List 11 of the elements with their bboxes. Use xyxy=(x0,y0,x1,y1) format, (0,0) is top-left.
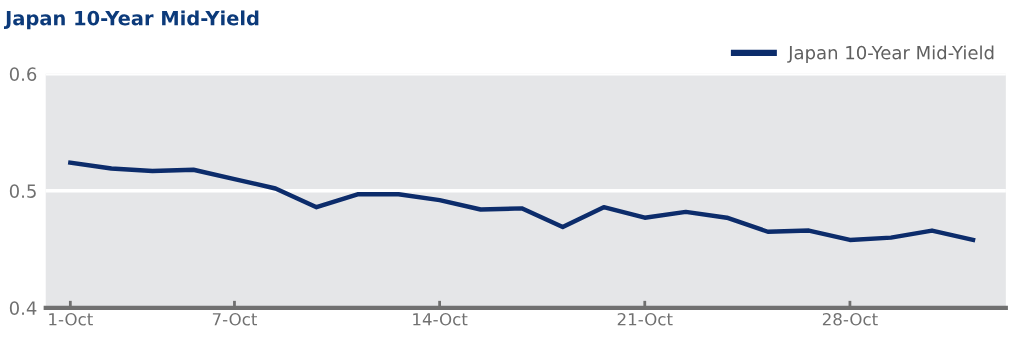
x-tick-label: 28-Oct xyxy=(822,312,878,326)
x-tick-label: 7-Oct xyxy=(212,312,258,326)
line-series xyxy=(68,160,976,243)
x-tick-label: 21-Oct xyxy=(617,312,673,326)
y-tick-label: 0.5 xyxy=(9,184,36,198)
legend-label: Japan 10-Year Mid-Yield xyxy=(787,45,994,63)
y-tick-label: 0.4 xyxy=(9,301,37,315)
chart-title: Japan 10-Year Mid-Yield xyxy=(3,10,259,30)
x-tick-label: 14-Oct xyxy=(413,312,468,326)
y-tick-label: 0.6 xyxy=(9,67,37,81)
x-tick-label: 1-Oct xyxy=(49,312,93,326)
